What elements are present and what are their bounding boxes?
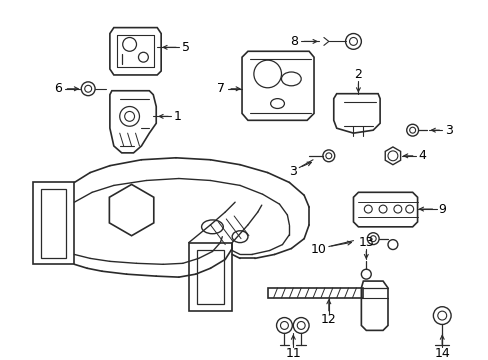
- Text: 3: 3: [289, 165, 297, 178]
- Text: 6: 6: [54, 82, 61, 95]
- Text: 8: 8: [290, 35, 298, 48]
- Text: 1: 1: [174, 110, 182, 123]
- Text: 2: 2: [354, 68, 362, 81]
- Text: 12: 12: [320, 313, 336, 326]
- Text: 10: 10: [310, 243, 326, 256]
- Text: 9: 9: [437, 203, 445, 216]
- Text: 13: 13: [358, 236, 373, 249]
- Text: 3: 3: [444, 124, 452, 137]
- Text: 4: 4: [418, 149, 426, 162]
- Text: 5: 5: [182, 41, 189, 54]
- Text: 7: 7: [217, 82, 225, 95]
- Text: 11: 11: [285, 347, 301, 360]
- Text: 14: 14: [433, 347, 449, 360]
